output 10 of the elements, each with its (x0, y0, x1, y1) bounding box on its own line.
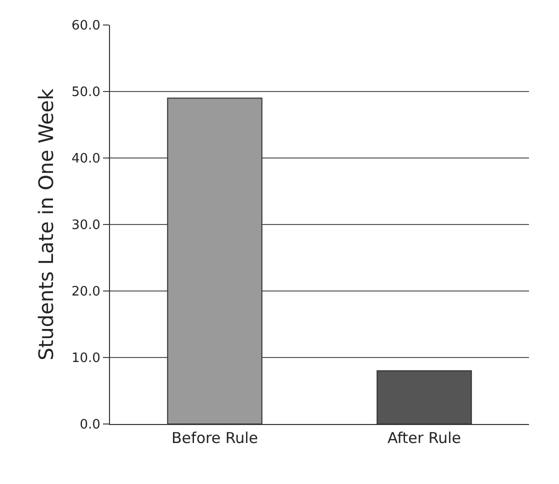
y-axis-title: Students Late in One Week (34, 88, 58, 360)
y-tick-label: 20.0 (71, 284, 100, 300)
y-tick-label: 30.0 (71, 218, 100, 234)
y-tick-label: 10.0 (71, 351, 100, 366)
x-tick-label: After Rule (388, 429, 461, 447)
y-tick-label: 0.0 (80, 418, 100, 433)
y-tick-label: 40.0 (71, 152, 100, 167)
x-tick-label: Before Rule (172, 429, 258, 447)
y-tick-label: 60.0 (71, 18, 100, 34)
y-tick-label: 50.0 (71, 85, 100, 100)
